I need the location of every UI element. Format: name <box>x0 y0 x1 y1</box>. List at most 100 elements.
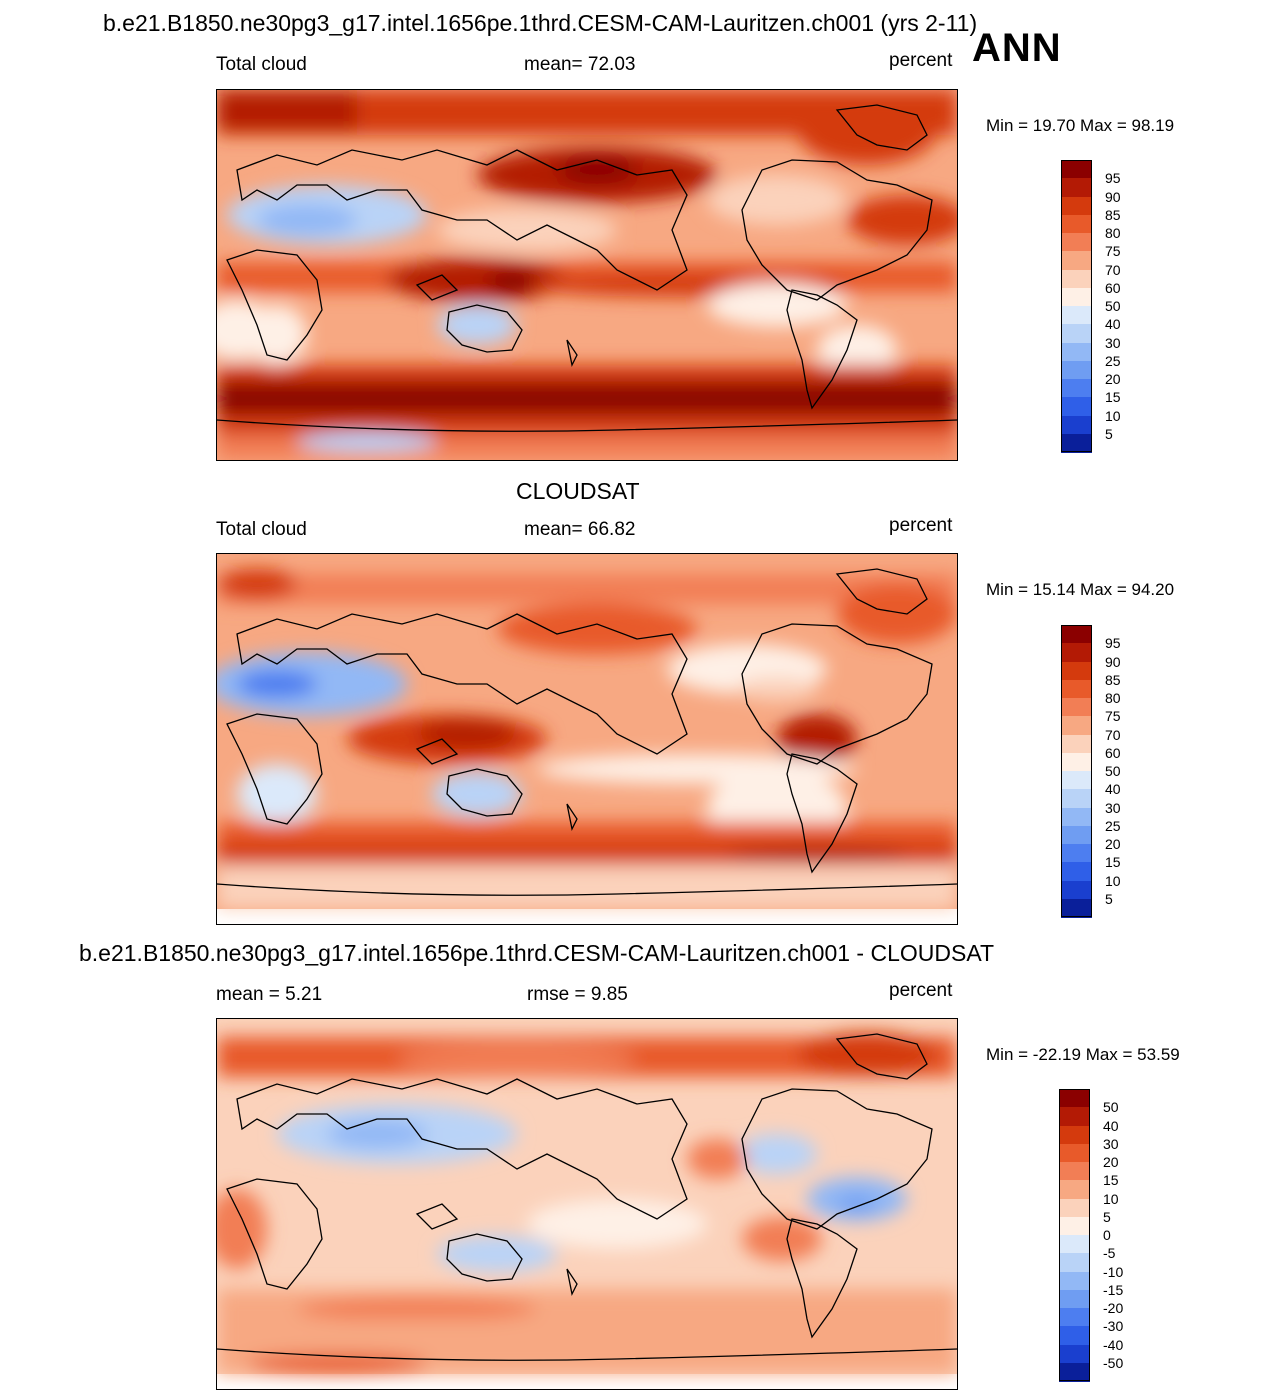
panel2-map <box>216 553 958 925</box>
colorbar-label: 15 <box>1105 389 1121 406</box>
colorbar-swatch <box>1061 342 1092 362</box>
colorbar-label: 95 <box>1105 170 1121 187</box>
colorbar-label: 90 <box>1105 188 1121 205</box>
colorbar-label: 60 <box>1105 279 1121 296</box>
colorbar-label: 5 <box>1103 1208 1111 1225</box>
colorbar-swatch <box>1061 397 1092 416</box>
colorbar-swatch <box>1059 1271 1090 1291</box>
panel3-units-label: percent <box>889 980 953 1001</box>
colorbar-swatch <box>1059 1143 1090 1163</box>
colorbar-swatch <box>1061 698 1092 717</box>
colorbar-label: 80 <box>1105 690 1121 706</box>
colorbar-label: 85 <box>1105 671 1121 688</box>
panel1-units-label: percent <box>889 50 953 71</box>
colorbar-swatch <box>1059 1216 1090 1236</box>
colorbar-swatch <box>1061 862 1092 881</box>
colorbar-label: 50 <box>1105 298 1121 314</box>
panel2-minmax: Min = 15.14 Max = 94.20 <box>986 580 1175 599</box>
colorbar-label: -15 <box>1103 1281 1124 1298</box>
colorbar-swatch <box>1061 844 1092 863</box>
colorbar-label: 60 <box>1105 744 1121 761</box>
panel1-colorbar: 95 90 85 80 75 70 60 50 40 30 25 20 15 10 5 <box>1061 160 1121 453</box>
colorbar-label: 20 <box>1103 1154 1119 1170</box>
colorbar-swatch <box>1061 269 1092 289</box>
colorbar-label: 30 <box>1103 1135 1119 1152</box>
colorbar-label: 25 <box>1105 352 1121 369</box>
colorbar-label: 10 <box>1103 1190 1119 1207</box>
case-title: b.e21.B1850.ne30pg3_g17.intel.1656pe.1th… <box>103 10 978 36</box>
colorbar-swatch <box>1059 1308 1090 1327</box>
panel3-mean-label: mean = 5.21 <box>216 984 323 1005</box>
panel3-minmax: Min = -22.19 Max = 53.59 <box>986 1045 1180 1064</box>
colorbar-swatch <box>1061 807 1092 827</box>
colorbar-swatch <box>1061 752 1092 772</box>
colorbar-label: -20 <box>1103 1300 1124 1316</box>
colorbar-swatch <box>1059 1162 1090 1181</box>
colorbar-label: 40 <box>1105 316 1121 333</box>
colorbar-frame <box>1061 625 1092 917</box>
colorbar-label: 95 <box>1105 635 1121 652</box>
colorbar-swatch <box>1061 771 1092 790</box>
colorbar-swatch <box>1059 1326 1090 1345</box>
colorbar-label: 40 <box>1103 1117 1119 1134</box>
colorbar-label: -40 <box>1103 1336 1124 1353</box>
colorbar-swatch <box>1061 178 1092 197</box>
colorbar-swatch <box>1061 251 1092 270</box>
colorbar-label: 70 <box>1105 261 1121 278</box>
colorbar-swatch <box>1059 1289 1090 1309</box>
panel1-minmax: Min = 19.70 Max = 98.19 <box>986 116 1175 135</box>
panel3-map <box>216 1018 958 1390</box>
colorbar-label: 50 <box>1105 763 1121 779</box>
panel1-map <box>216 89 958 461</box>
panel2-variable-label: Total cloud <box>216 519 307 540</box>
panel2-mean-label: mean= 66.82 <box>524 519 636 540</box>
colorbar-label: 70 <box>1105 726 1121 743</box>
colorbar-label: 15 <box>1105 854 1121 871</box>
colorbar-swatch <box>1059 1235 1090 1254</box>
panel2-title: CLOUDSAT <box>516 478 640 504</box>
colorbar-label: -10 <box>1103 1263 1124 1280</box>
colorbar-swatch <box>1059 1180 1090 1199</box>
colorbar-swatch <box>1061 898 1092 918</box>
colorbar-label: -30 <box>1103 1318 1124 1335</box>
colorbar-swatch <box>1061 287 1092 307</box>
colorbar-label: 10 <box>1105 407 1121 424</box>
colorbar-swatch <box>1059 1198 1090 1218</box>
colorbar-swatch <box>1061 734 1092 754</box>
colorbar-label: 5 <box>1105 425 1113 442</box>
colorbar-frame <box>1061 160 1092 452</box>
colorbar-label: 25 <box>1105 817 1121 834</box>
colorbar-swatch <box>1061 789 1092 808</box>
colorbar-label: 30 <box>1105 799 1121 816</box>
colorbar-swatch <box>1061 433 1092 453</box>
colorbar-label: 10 <box>1105 872 1121 889</box>
panel1-mean-label: mean= 72.03 <box>524 54 636 75</box>
colorbar-swatch <box>1059 1089 1090 1108</box>
colorbar-swatch <box>1061 661 1092 681</box>
colorbar-label: 75 <box>1105 708 1121 725</box>
colorbar-label: 30 <box>1105 334 1121 351</box>
colorbar-swatch <box>1061 160 1092 179</box>
colorbar-swatch <box>1061 324 1092 343</box>
colorbar-label: 0 <box>1103 1227 1111 1243</box>
colorbar-label: 5 <box>1105 890 1113 907</box>
colorbar-swatch <box>1061 233 1092 252</box>
colorbar-swatch <box>1059 1107 1090 1126</box>
panel3-colorbar: 50 40 30 20 15 10 5 0 -5 -10 -15 -20 -30 -40 -50 <box>1059 1089 1123 1382</box>
colorbar-label: 50 <box>1103 1099 1119 1116</box>
colorbar-frame <box>1059 1089 1090 1381</box>
colorbar-label: 75 <box>1105 243 1121 260</box>
season-label: ANN <box>972 26 1062 70</box>
colorbar-swatch <box>1059 1362 1090 1382</box>
colorbar-label: 20 <box>1105 836 1121 852</box>
panel1-variable-label: Total cloud <box>216 54 307 75</box>
colorbar-swatch <box>1061 360 1092 380</box>
colorbar-swatch <box>1059 1344 1090 1364</box>
colorbar-label: 85 <box>1105 206 1121 223</box>
panel2-units-label: percent <box>889 515 953 536</box>
colorbar-swatch <box>1061 214 1092 234</box>
panel3-title: b.e21.B1850.ne30pg3_g17.intel.1656pe.1th… <box>79 940 995 966</box>
colorbar-label: 15 <box>1103 1172 1119 1189</box>
colorbar-label: -5 <box>1103 1245 1116 1262</box>
colorbar-swatch <box>1061 625 1092 644</box>
